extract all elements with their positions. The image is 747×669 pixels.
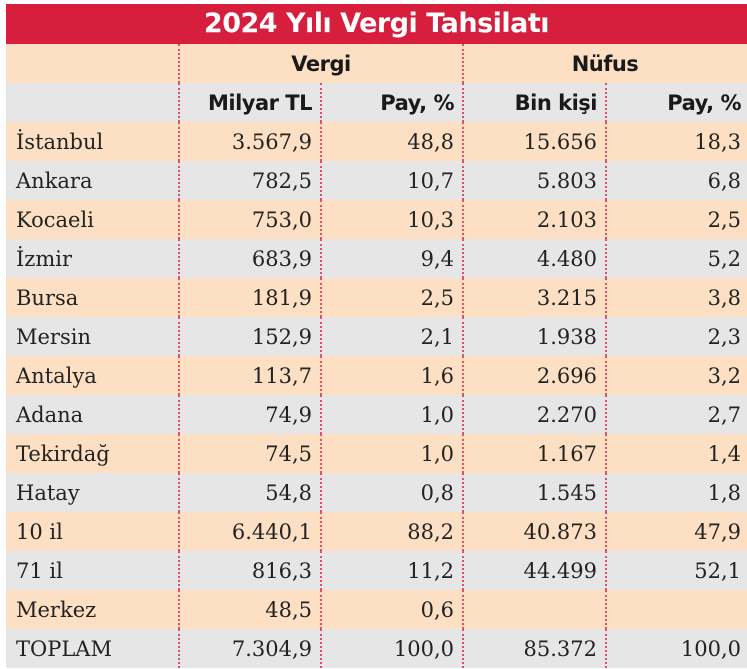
cell-nufus-pay xyxy=(605,590,747,629)
table-row: 10 il 6.440,1 88,2 40.873 47,9 xyxy=(6,512,747,551)
col-milyar-tl: Milyar TL xyxy=(178,83,320,122)
table-row: Mersin 152,9 2,1 1.938 2,3 xyxy=(6,317,747,356)
cell-nufus-pay: 2,3 xyxy=(605,317,747,356)
table-title: 2024 Yılı Vergi Tahsilatı xyxy=(6,4,747,44)
cell-nufus-bin-kisi xyxy=(462,590,605,629)
cell-province: Mersin xyxy=(16,324,91,349)
table-row: Kocaeli 753,0 10,3 2.103 2,5 xyxy=(6,200,747,239)
cell-nufus-pay: 5,2 xyxy=(605,239,747,278)
cell-nufus-bin-kisi: 2.696 xyxy=(462,356,605,395)
cell-nufus-bin-kisi: 2.270 xyxy=(462,395,605,434)
cell-nufus-pay: 1,4 xyxy=(605,434,747,473)
table-row: TOPLAM 7.304,9 100,0 85.372 100,0 xyxy=(6,629,747,668)
cell-nufus-pay: 3,8 xyxy=(605,278,747,317)
cell-vergi-pay: 10,7 xyxy=(320,161,462,200)
cell-vergi-pay: 2,5 xyxy=(320,278,462,317)
tax-table: 2024 Yılı Vergi Tahsilatı Vergi Nüfus Mi… xyxy=(6,4,747,668)
cell-nufus-pay: 2,5 xyxy=(605,200,747,239)
cell-province: 10 il xyxy=(16,519,63,544)
cell-nufus-bin-kisi: 44.499 xyxy=(462,551,605,590)
cell-vergi-pay: 1,0 xyxy=(320,395,462,434)
cell-province: Adana xyxy=(16,402,84,427)
cell-nufus-bin-kisi: 5.803 xyxy=(462,161,605,200)
cell-vergi-pay: 88,2 xyxy=(320,512,462,551)
table-row: Tekirdağ 74,5 1,0 1.167 1,4 xyxy=(6,434,747,473)
cell-nufus-pay: 1,8 xyxy=(605,473,747,512)
cell-vergi-milyar-tl: 7.304,9 xyxy=(178,629,320,668)
cell-province: İstanbul xyxy=(16,129,104,154)
cell-province: 71 il xyxy=(16,558,63,583)
cell-nufus-bin-kisi: 15.656 xyxy=(462,122,605,161)
cell-province: Kocaeli xyxy=(16,207,94,232)
cell-vergi-milyar-tl: 683,9 xyxy=(178,239,320,278)
table-body: İstanbul 3.567,9 48,8 15.656 18,3 Ankara 782,5… xyxy=(6,122,747,668)
cell-vergi-pay: 2,1 xyxy=(320,317,462,356)
col-bin-kisi: Bin kişi xyxy=(462,83,605,122)
cell-vergi-pay: 9,4 xyxy=(320,239,462,278)
cell-nufus-pay: 3,2 xyxy=(605,356,747,395)
cell-vergi-pay: 0,6 xyxy=(320,590,462,629)
cell-nufus-bin-kisi: 40.873 xyxy=(462,512,605,551)
table-row: Bursa 181,9 2,5 3.215 3,8 xyxy=(6,278,747,317)
table-row: Ankara 782,5 10,7 5.803 6,8 xyxy=(6,161,747,200)
cell-vergi-milyar-tl: 74,9 xyxy=(178,395,320,434)
table-row: Hatay 54,8 0,8 1.545 1,8 xyxy=(6,473,747,512)
cell-nufus-bin-kisi: 2.103 xyxy=(462,200,605,239)
cell-nufus-pay: 18,3 xyxy=(605,122,747,161)
cell-nufus-bin-kisi: 3.215 xyxy=(462,278,605,317)
cell-vergi-milyar-tl: 181,9 xyxy=(178,278,320,317)
cell-vergi-milyar-tl: 6.440,1 xyxy=(178,512,320,551)
table-row: Adana 74,9 1,0 2.270 2,7 xyxy=(6,395,747,434)
cell-nufus-pay: 2,7 xyxy=(605,395,747,434)
col-nufus-pay: Pay, % xyxy=(605,83,747,122)
cell-vergi-pay: 11,2 xyxy=(320,551,462,590)
cell-vergi-milyar-tl: 48,5 xyxy=(178,590,320,629)
cell-vergi-milyar-tl: 113,7 xyxy=(178,356,320,395)
cell-vergi-pay: 0,8 xyxy=(320,473,462,512)
cell-nufus-pay: 6,8 xyxy=(605,161,747,200)
table-row: Antalya 113,7 1,6 2.696 3,2 xyxy=(6,356,747,395)
cell-province: Merkez xyxy=(16,597,97,622)
cell-vergi-pay: 10,3 xyxy=(320,200,462,239)
table-row: Merkez 48,5 0,6 xyxy=(6,590,747,629)
col-vergi-pay: Pay, % xyxy=(320,83,462,122)
cell-province: Hatay xyxy=(16,480,80,505)
cell-nufus-bin-kisi: 1.167 xyxy=(462,434,605,473)
cell-vergi-milyar-tl: 54,8 xyxy=(178,473,320,512)
cell-vergi-milyar-tl: 3.567,9 xyxy=(178,122,320,161)
group-header-row: Vergi Nüfus xyxy=(6,44,747,83)
cell-province: İzmir xyxy=(16,246,73,271)
cell-vergi-milyar-tl: 152,9 xyxy=(178,317,320,356)
cell-nufus-bin-kisi: 1.938 xyxy=(462,317,605,356)
column-header-row: Milyar TL Pay, % Bin kişi Pay, % xyxy=(6,83,747,122)
table-row: İstanbul 3.567,9 48,8 15.656 18,3 xyxy=(6,122,747,161)
cell-province: Antalya xyxy=(16,363,97,388)
cell-vergi-pay: 1,0 xyxy=(320,434,462,473)
cell-nufus-pay: 100,0 xyxy=(605,629,747,668)
cell-nufus-bin-kisi: 4.480 xyxy=(462,239,605,278)
cell-province: Tekirdağ xyxy=(16,441,110,466)
table-row: İzmir 683,9 9,4 4.480 5,2 xyxy=(6,239,747,278)
cell-vergi-milyar-tl: 782,5 xyxy=(178,161,320,200)
cell-nufus-bin-kisi: 85.372 xyxy=(462,629,605,668)
cell-vergi-pay: 100,0 xyxy=(320,629,462,668)
table-row: 71 il 816,3 11,2 44.499 52,1 xyxy=(6,551,747,590)
cell-province: TOPLAM xyxy=(16,636,112,661)
cell-vergi-milyar-tl: 74,5 xyxy=(178,434,320,473)
cell-nufus-bin-kisi: 1.545 xyxy=(462,473,605,512)
cell-nufus-pay: 52,1 xyxy=(605,551,747,590)
cell-province: Ankara xyxy=(16,168,93,193)
group-vergi: Vergi xyxy=(178,44,462,83)
cell-province: Bursa xyxy=(16,285,79,310)
cell-vergi-pay: 48,8 xyxy=(320,122,462,161)
group-nufus: Nüfus xyxy=(462,44,746,83)
cell-vergi-pay: 1,6 xyxy=(320,356,462,395)
cell-vergi-milyar-tl: 753,0 xyxy=(178,200,320,239)
cell-vergi-milyar-tl: 816,3 xyxy=(178,551,320,590)
cell-nufus-pay: 47,9 xyxy=(605,512,747,551)
